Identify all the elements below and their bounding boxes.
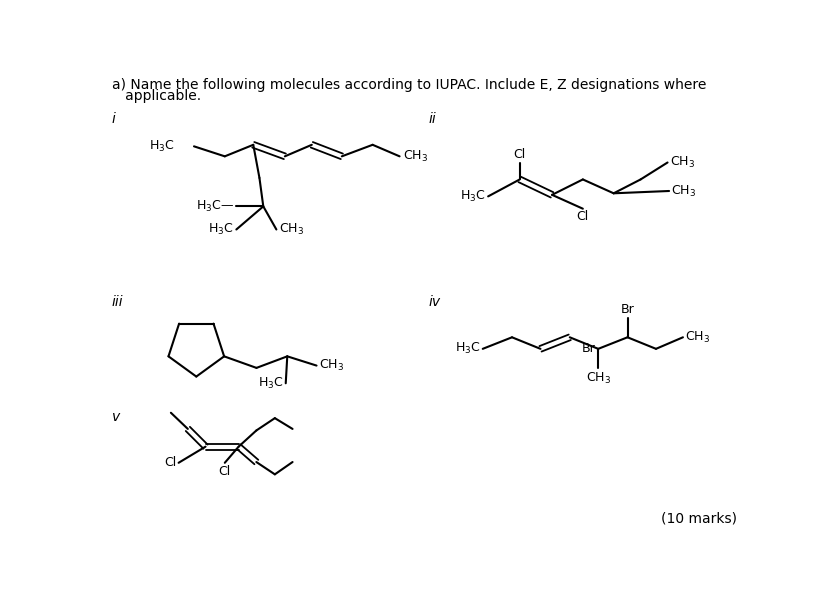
Text: Br: Br <box>581 342 595 355</box>
Text: Cl: Cl <box>514 148 526 161</box>
Text: Cl: Cl <box>576 210 589 223</box>
Text: H$_3$C: H$_3$C <box>258 376 284 391</box>
Text: H$_3$C—: H$_3$C— <box>196 199 234 214</box>
Text: v: v <box>112 411 120 424</box>
Text: H$_3$C: H$_3$C <box>461 189 485 204</box>
Text: Cl: Cl <box>164 456 176 469</box>
Text: iii: iii <box>112 295 123 309</box>
Text: applicable.: applicable. <box>112 88 201 103</box>
Text: (10 marks): (10 marks) <box>661 512 737 526</box>
Text: CH$_3$: CH$_3$ <box>672 183 696 199</box>
Text: CH$_3$: CH$_3$ <box>319 358 344 373</box>
Text: H$_3$C: H$_3$C <box>455 341 480 356</box>
Text: i: i <box>112 112 116 126</box>
Text: H$_3$C: H$_3$C <box>208 222 234 237</box>
Text: ii: ii <box>429 112 437 126</box>
Text: iv: iv <box>429 295 441 309</box>
Text: CH$_3$: CH$_3$ <box>586 370 611 386</box>
Text: Br: Br <box>620 303 634 316</box>
Text: CH$_3$: CH$_3$ <box>670 155 695 170</box>
Text: CH$_3$: CH$_3$ <box>403 149 428 164</box>
Text: Cl: Cl <box>218 465 231 478</box>
Text: CH$_3$: CH$_3$ <box>686 330 710 345</box>
Text: CH$_3$: CH$_3$ <box>279 222 304 237</box>
Text: H$_3$C: H$_3$C <box>149 139 174 154</box>
Text: a) Name the following molecules according to IUPAC. Include E, Z designations wh: a) Name the following molecules accordin… <box>112 78 706 92</box>
